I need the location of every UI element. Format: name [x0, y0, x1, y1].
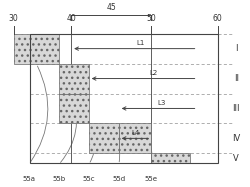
- Bar: [59, 64, 89, 94]
- Text: 55a: 55a: [22, 176, 35, 182]
- Text: 55c: 55c: [82, 176, 95, 182]
- Bar: [119, 123, 151, 153]
- Bar: [14, 34, 59, 64]
- Text: III: III: [232, 104, 240, 113]
- Text: IV: IV: [232, 134, 240, 143]
- Text: L1: L1: [136, 40, 145, 46]
- Text: 55e: 55e: [145, 176, 158, 182]
- Bar: [59, 94, 89, 123]
- Bar: [151, 153, 190, 163]
- Text: II: II: [234, 74, 239, 83]
- Text: 55b: 55b: [52, 176, 65, 182]
- Text: I: I: [235, 44, 238, 53]
- Text: 40: 40: [66, 14, 76, 23]
- Text: 30: 30: [9, 14, 18, 23]
- Text: 45: 45: [106, 3, 116, 12]
- Bar: [89, 123, 119, 153]
- Text: L3: L3: [158, 100, 166, 106]
- Text: V: V: [234, 154, 239, 163]
- Text: 50: 50: [146, 14, 156, 23]
- Text: 60: 60: [212, 14, 222, 23]
- Text: L2: L2: [150, 70, 158, 76]
- Text: L4: L4: [131, 130, 139, 136]
- Text: 55d: 55d: [112, 176, 125, 182]
- Bar: [30, 34, 218, 163]
